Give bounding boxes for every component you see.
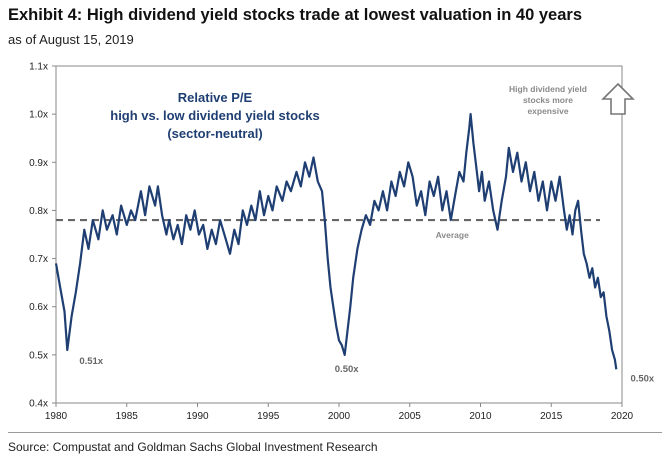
series-group [54, 113, 618, 370]
source-note: Source: Compustat and Goldman Sachs Glob… [8, 440, 378, 454]
chart-canvas: 0.4x 0.5x 0.6x 0.7x 0.8x 0.9x 1.0x 1.1x 1980 1985… [29, 62, 655, 423]
y-tick-label: 1.0x [29, 110, 48, 121]
y-tick-label: 0.4x [29, 399, 48, 410]
expensive-note-line: High dividend yield [509, 84, 587, 94]
min-value-label: 0.50x [630, 373, 654, 384]
source-divider [8, 432, 662, 433]
y-tick-label: 1.1x [29, 62, 48, 73]
y-tick-label: 0.5x [29, 350, 48, 361]
x-tick-label: 2015 [540, 411, 563, 422]
expensive-note-line: stocks more [523, 95, 573, 105]
y-tick-label: 0.7x [29, 254, 48, 265]
y-tick-label: 0.8x [29, 206, 48, 217]
inset-label-line: Relative P/E [178, 90, 253, 105]
chart-subtitle: as of August 15, 2019 [8, 32, 134, 47]
up-arrow-icon [601, 82, 635, 115]
x-tick-label: 1990 [186, 411, 209, 422]
x-tick-label: 2000 [328, 411, 351, 422]
y-tick-label: 0.9x [29, 158, 48, 169]
chart-title: Exhibit 4: High dividend yield stocks tr… [8, 6, 582, 24]
x-tick-label: 1995 [257, 411, 280, 422]
min-value-label: 0.50x [335, 364, 359, 375]
x-tick-label: 1980 [45, 411, 68, 422]
series-line [54, 113, 618, 370]
expensive-note-line: expensive [527, 106, 568, 116]
chart-axes: 0.4x 0.5x 0.6x 0.7x 0.8x 0.9x 1.0x 1.1x 1980 1985… [29, 62, 633, 423]
average-group: Average [56, 218, 600, 240]
average-label: Average [436, 230, 470, 240]
x-tick-label: 2020 [611, 411, 634, 422]
x-tick-label: 1985 [116, 411, 139, 422]
inset-label-line: high vs. low dividend yield stocks [110, 108, 320, 123]
min-value-label: 0.51x [79, 356, 103, 367]
x-tick-label: 2010 [469, 411, 492, 422]
inset-label-line: (sector-neutral) [167, 126, 262, 141]
x-tick-label: 2005 [399, 411, 422, 422]
y-tick-label: 0.6x [29, 302, 48, 313]
inset-label-group: Relative P/E high vs. low dividend yield … [110, 90, 320, 141]
